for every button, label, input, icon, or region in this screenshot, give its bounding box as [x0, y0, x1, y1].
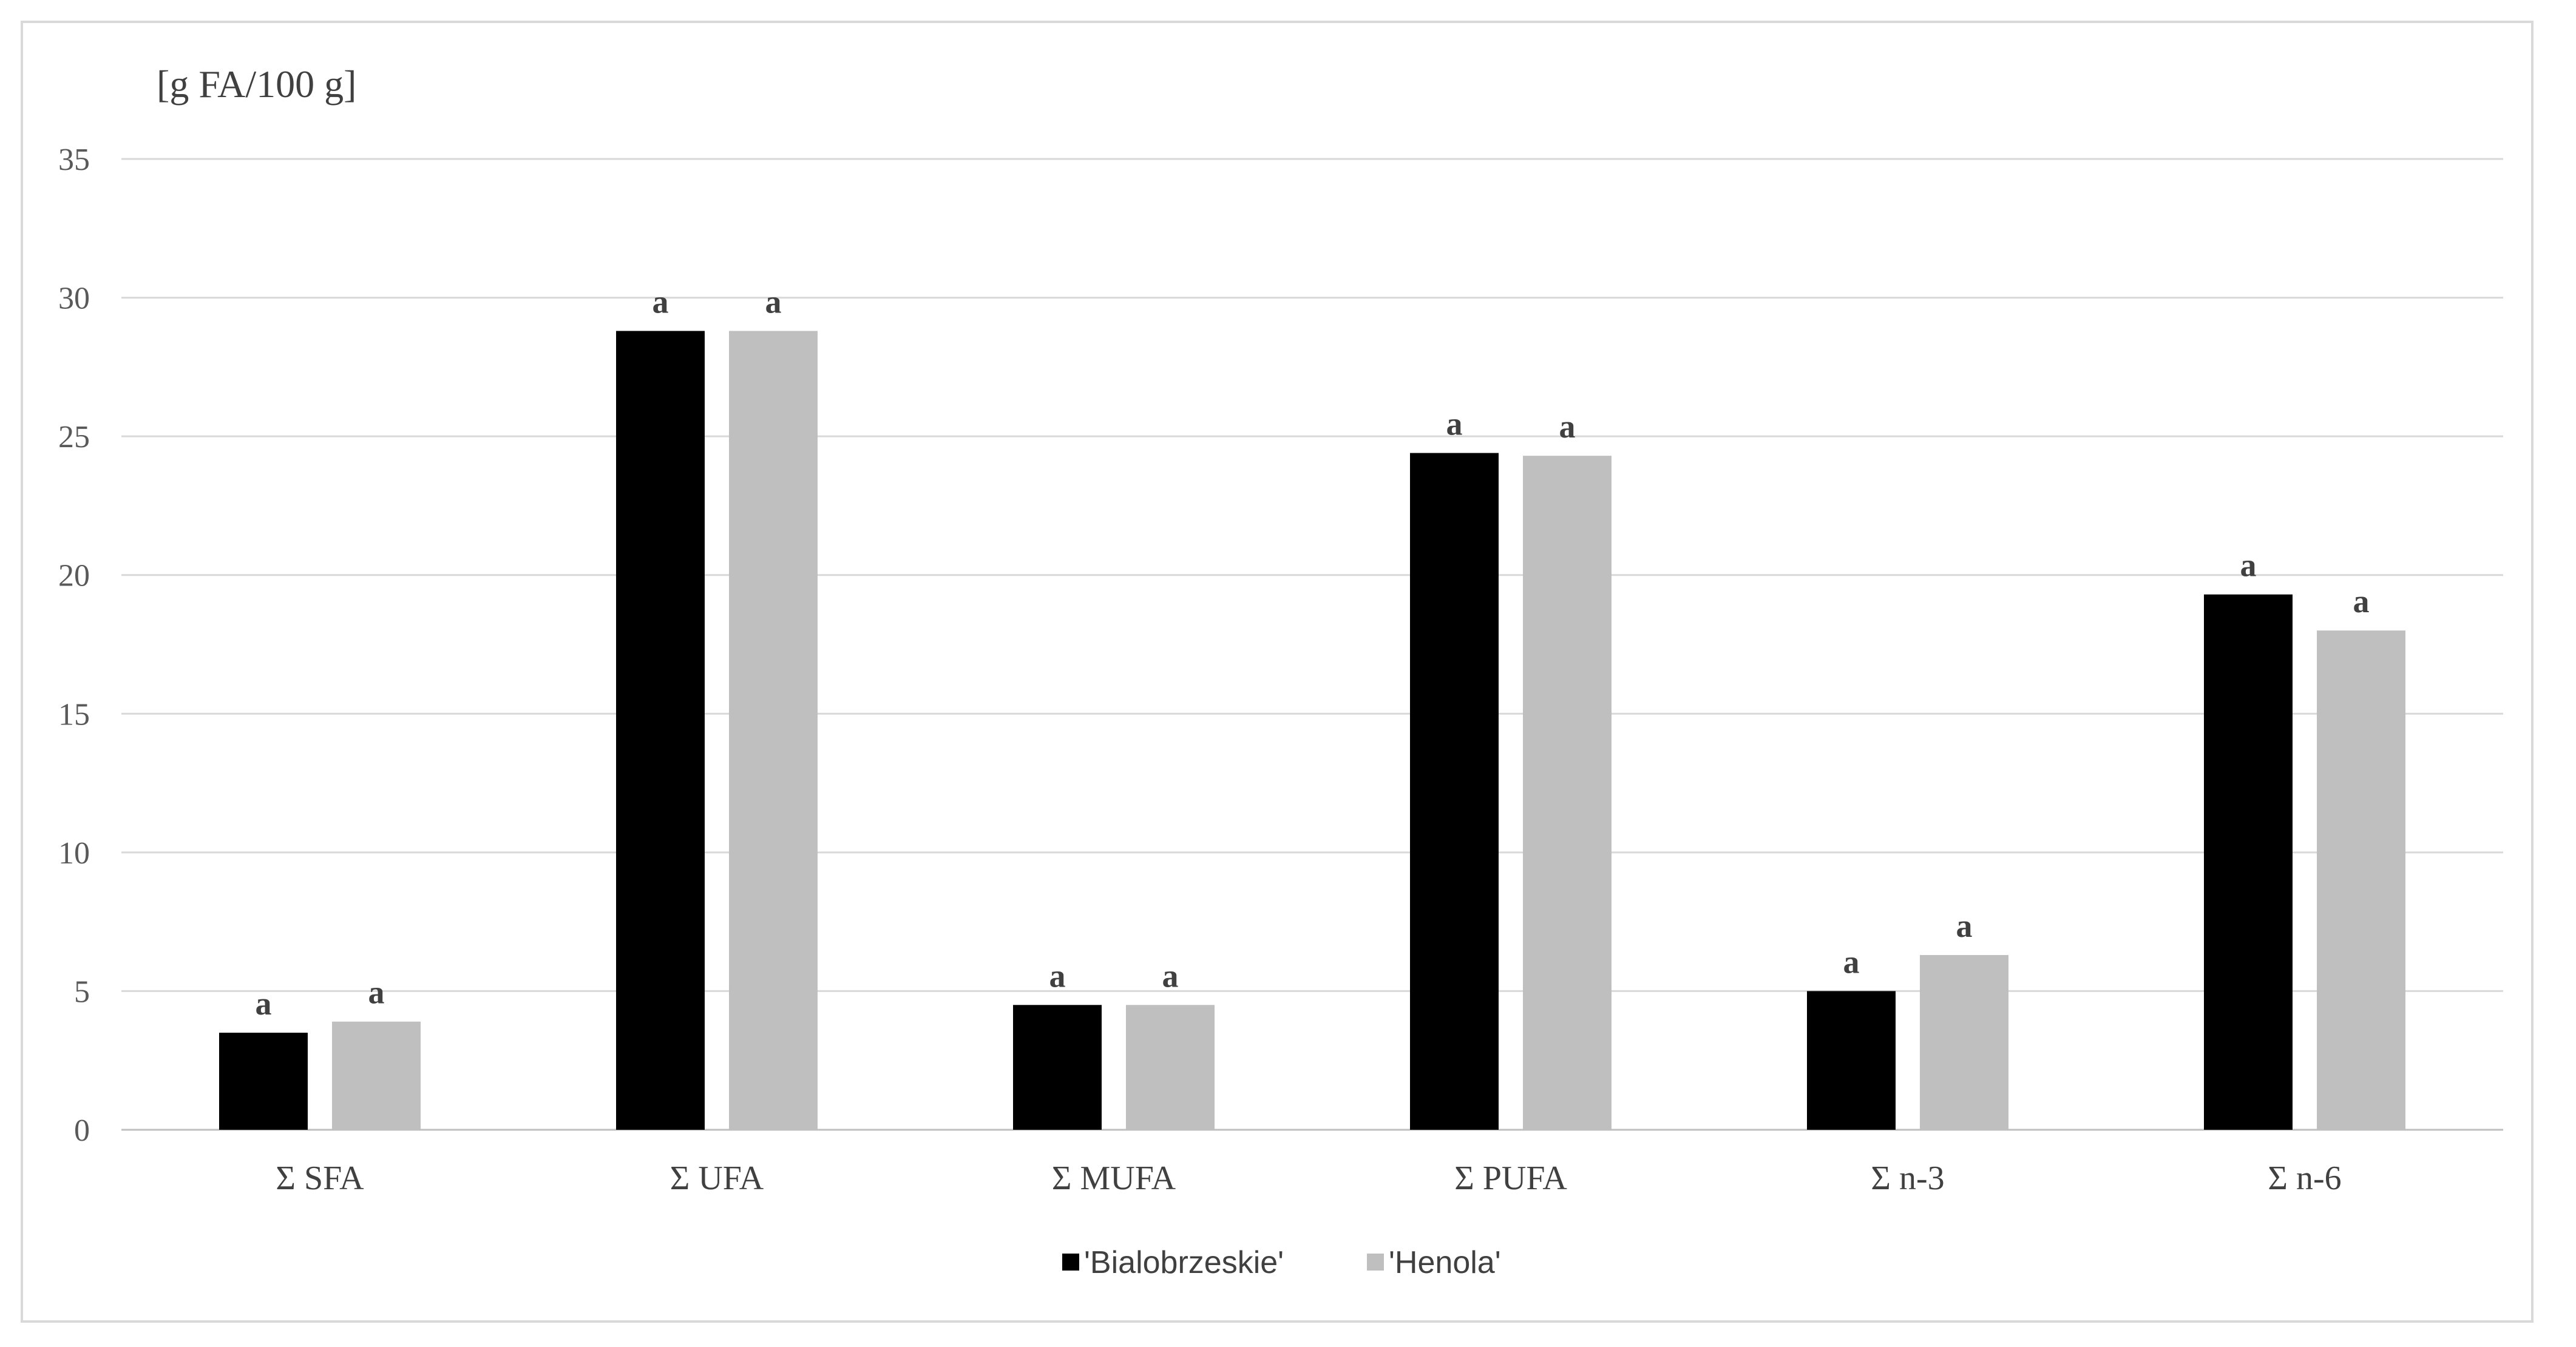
x-category-label: Σ n-3 — [1871, 1160, 1944, 1197]
bars — [219, 331, 2405, 1130]
bar — [1807, 991, 1896, 1130]
legend-label: 'Bialobrzeskie' — [1084, 1245, 1284, 1280]
y-tick-label: 5 — [74, 974, 90, 1009]
data-label: a — [1049, 957, 1066, 994]
data-label: a — [765, 283, 782, 320]
data-label: a — [2353, 583, 2370, 619]
y-tick-label: 15 — [58, 697, 90, 732]
legend-swatch — [1062, 1254, 1079, 1271]
data-label: a — [368, 974, 385, 1011]
data-label: a — [256, 985, 272, 1022]
x-category-label: Σ SFA — [276, 1160, 364, 1197]
legend: 'Bialobrzeskie' 'Henola' — [1062, 1245, 1501, 1280]
y-axis-ticks: 0 5 10 15 20 25 30 35 — [58, 143, 90, 1148]
bar — [1410, 453, 1499, 1130]
bar — [1523, 456, 1612, 1130]
x-axis-categories: Σ SFA Σ UFA Σ MUFA Σ PUFA Σ n-3 Σ n-6 — [276, 1160, 2341, 1197]
y-tick-label: 0 — [74, 1113, 90, 1148]
legend-label: 'Henola' — [1389, 1245, 1501, 1280]
y-axis-unit-label: [g FA/100 g] — [157, 62, 356, 106]
legend-swatch — [1367, 1254, 1384, 1271]
y-tick-label: 30 — [58, 282, 90, 316]
data-label: a — [652, 283, 669, 320]
x-category-label: Σ UFA — [670, 1160, 764, 1197]
data-label: a — [1843, 944, 1860, 980]
bar — [2317, 630, 2405, 1130]
y-tick-label: 25 — [58, 420, 90, 454]
y-tick-label: 10 — [58, 836, 90, 871]
bar — [219, 1033, 308, 1130]
bar — [729, 331, 818, 1130]
data-label: a — [2240, 547, 2257, 584]
bar — [616, 331, 705, 1130]
chart-frame — [21, 21, 2534, 1323]
data-labels: a a a a a a a a a a a a — [256, 283, 2370, 1022]
data-label: a — [1559, 408, 1576, 445]
gridlines — [121, 158, 2503, 1131]
bar — [2204, 594, 2293, 1130]
data-label: a — [1162, 957, 1179, 994]
x-category-label: Σ PUFA — [1454, 1160, 1567, 1197]
x-category-label: Σ MUFA — [1052, 1160, 1176, 1197]
y-tick-label: 35 — [58, 143, 90, 177]
x-category-label: Σ n-6 — [2268, 1160, 2341, 1197]
bar — [1013, 1005, 1102, 1130]
bar — [332, 1021, 421, 1130]
data-label: a — [1956, 908, 1973, 944]
bar — [1126, 1005, 1215, 1130]
y-tick-label: 20 — [58, 559, 90, 593]
data-label: a — [1446, 406, 1463, 442]
bar — [1920, 955, 2008, 1130]
